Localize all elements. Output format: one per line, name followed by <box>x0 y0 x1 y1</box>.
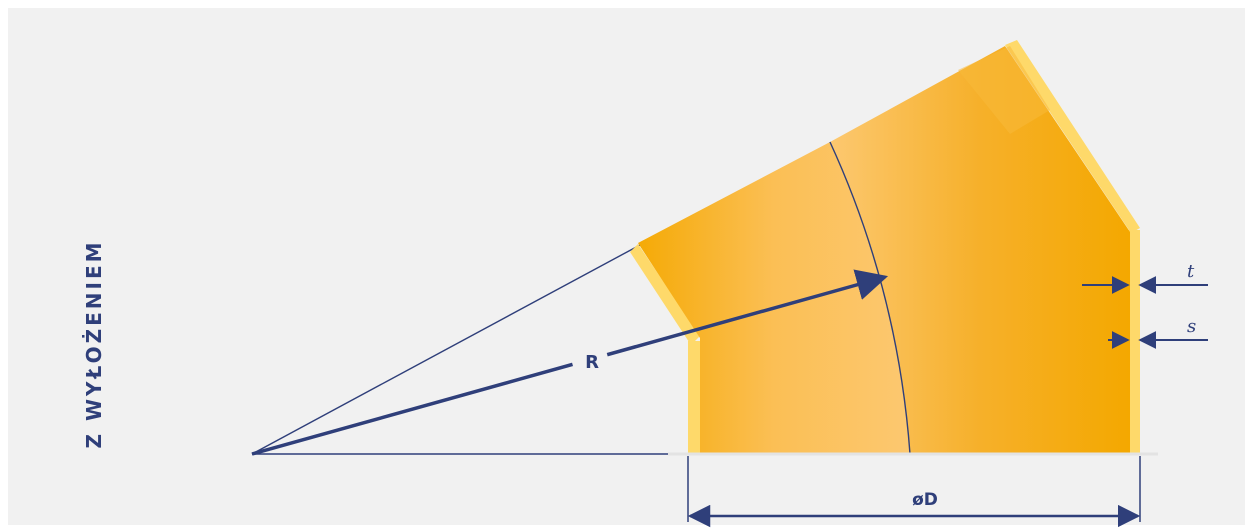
radius-arrow <box>251 269 889 456</box>
outer-lining <box>1005 40 1140 233</box>
wall-thickness-label: s <box>1187 316 1196 337</box>
inner-lining-lower <box>688 341 700 454</box>
elbow-segment-second <box>830 46 1130 454</box>
elbow-highlight <box>958 46 1050 134</box>
elbow-segment-first <box>638 142 910 454</box>
side-label: Z WYŁOŻENIEM <box>82 239 106 449</box>
lining-thickness-label: t <box>1187 261 1195 282</box>
radius-label-bg <box>568 341 612 379</box>
diameter-dimension <box>687 456 1141 528</box>
diameter-label: øD <box>912 490 938 510</box>
inner-lining <box>630 244 700 345</box>
pipe-elbow <box>630 40 1158 456</box>
radius-label: R <box>585 352 599 373</box>
outer-lining-lower <box>1128 230 1140 454</box>
